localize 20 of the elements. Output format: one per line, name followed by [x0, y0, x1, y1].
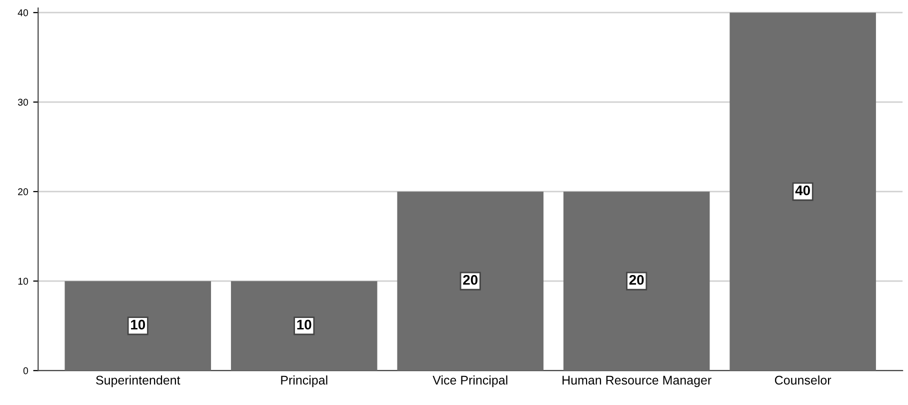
x-tick-label: Vice Principal: [432, 375, 508, 388]
bar: [730, 12, 876, 371]
y-tick-label: 30: [18, 98, 28, 106]
bar: [397, 192, 544, 371]
bar: [563, 192, 710, 371]
y-tick-label: 10: [18, 278, 28, 285]
y-tick-label: 20: [18, 188, 28, 196]
x-tick-label: Counselor: [774, 375, 832, 385]
data-label: 20: [463, 274, 478, 285]
data-label: 10: [297, 320, 312, 330]
x-tick-label: Human Resource Manager: [562, 376, 712, 388]
bar: [64, 281, 212, 371]
y-tick-label: 0: [23, 367, 28, 374]
bar: [230, 281, 378, 371]
x-tick-label: Superintendent: [96, 375, 180, 388]
x-tick-label: Principal: [281, 375, 328, 388]
y-tick-label: 40: [18, 9, 28, 16]
data-label: 20: [629, 274, 644, 285]
data-label: 10: [131, 320, 146, 330]
data-label: 40: [795, 185, 810, 196]
